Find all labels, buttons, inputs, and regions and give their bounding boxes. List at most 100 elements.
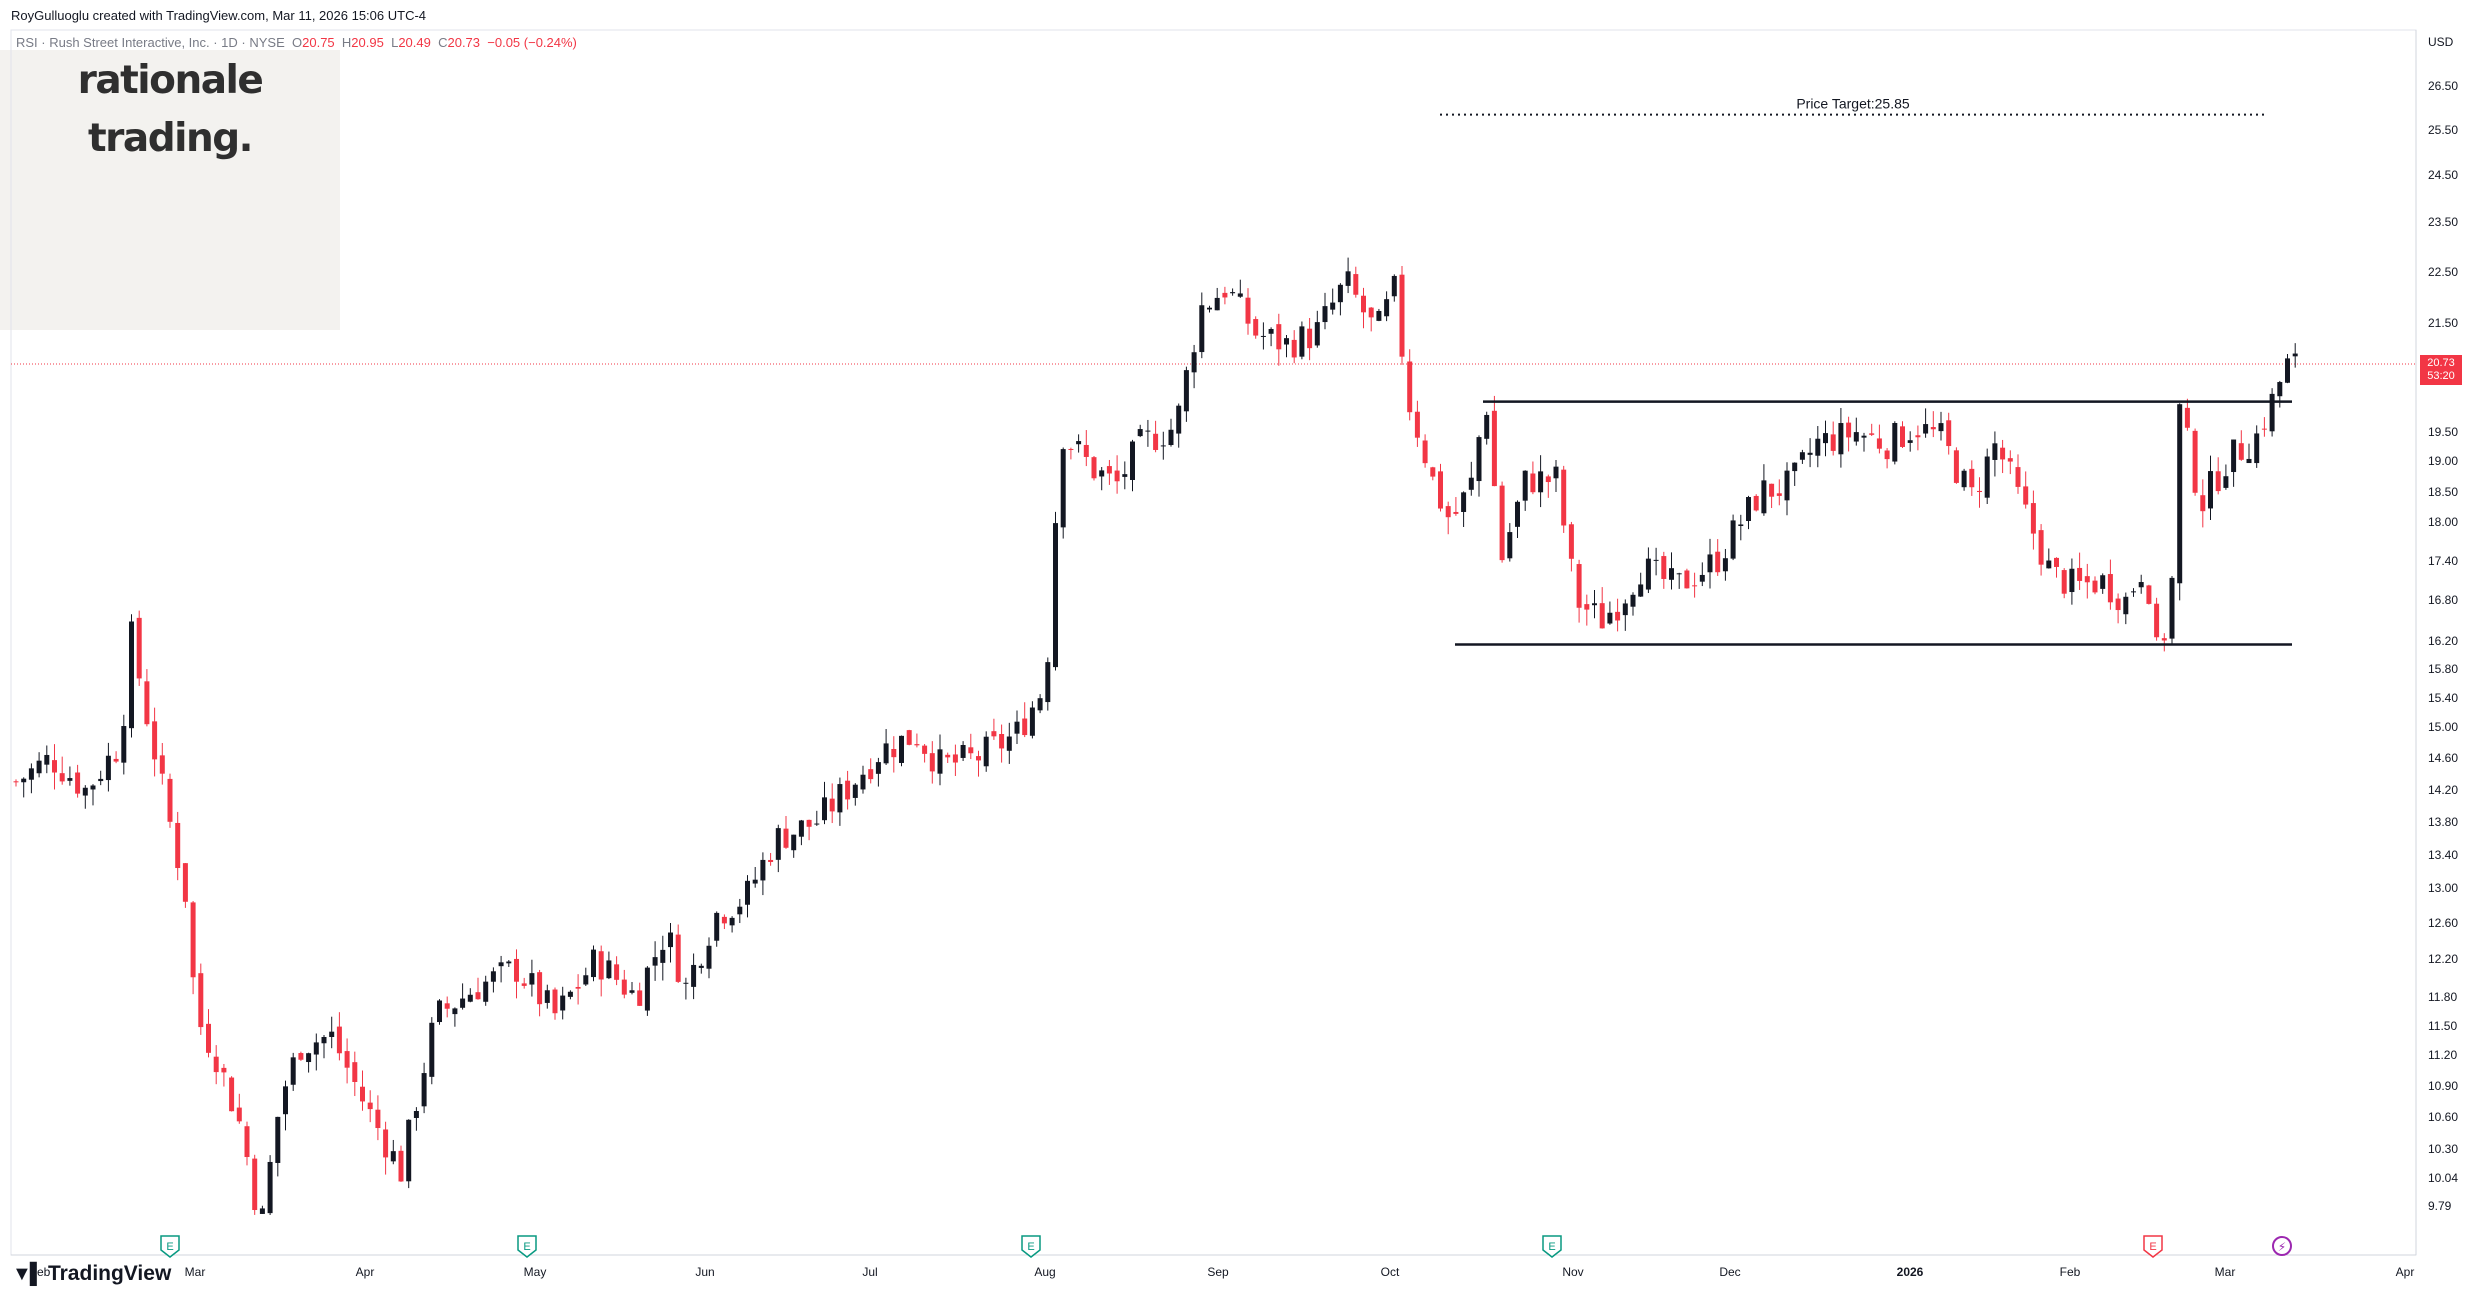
time-tick-label: May — [524, 1265, 547, 1279]
candle-body — [1230, 292, 1236, 294]
candle-body — [1207, 307, 1212, 310]
candle-body — [213, 1056, 219, 1073]
candle-body — [968, 747, 974, 754]
candle-body — [922, 745, 928, 754]
dividend-icon: ⚡ — [2278, 1240, 2286, 1254]
candle-body — [1838, 423, 1844, 455]
candle-body — [1353, 274, 1359, 295]
candle-body — [791, 834, 797, 851]
candle-body — [1799, 452, 1805, 460]
candle-body — [798, 820, 804, 837]
candle-body — [1361, 295, 1366, 313]
price-tick-label: 14.60 — [2428, 751, 2458, 765]
candle-body — [983, 736, 989, 767]
candle-body — [1137, 429, 1143, 437]
candle-body — [1961, 470, 1967, 488]
earnings-marker-icon[interactable]: E — [2143, 1235, 2163, 1258]
candle-body — [267, 1161, 273, 1214]
dividend-marker-icon[interactable]: ⚡ — [2272, 1236, 2292, 1256]
plot-frame — [10, 29, 2417, 1256]
candle-body — [1507, 532, 1513, 559]
candle-body — [629, 990, 635, 993]
candle-body — [1592, 603, 1597, 606]
candle-body — [275, 1116, 281, 1163]
candle-body — [1422, 440, 1428, 464]
price-tick-label: 16.80 — [2428, 593, 2458, 607]
price-tick-label: 15.40 — [2428, 691, 2458, 705]
candle-body — [1461, 492, 1467, 512]
candle-body — [1307, 328, 1313, 349]
candle-body — [329, 1031, 335, 1038]
price-axis[interactable]: 26.50 25.50 24.50 23.50 22.50 21.50 19.50 19.00… — [2428, 79, 2458, 1213]
candle-body — [1722, 558, 1728, 572]
candle-body — [814, 823, 820, 825]
candle-body — [2069, 568, 2075, 593]
price-tick-label: 10.90 — [2428, 1079, 2458, 1093]
candle-body — [283, 1086, 288, 1115]
candle-body — [413, 1111, 419, 1118]
candle-body — [2184, 407, 2190, 428]
candles — [13, 257, 2298, 1215]
candle-body — [1823, 433, 1828, 444]
candle-body — [75, 772, 81, 794]
candle-body — [614, 964, 620, 980]
candle-body — [1499, 485, 1505, 561]
candle-body — [945, 754, 951, 758]
candle-body — [1438, 471, 1443, 509]
price-tick-label: 14.20 — [2428, 783, 2458, 797]
earnings-marker-icon[interactable]: E — [160, 1235, 180, 1258]
last-price-badge: 20.73 53:20 — [2420, 355, 2462, 385]
time-axis[interactable]: Feb Mar Apr May Jun Jul Aug Sep Oct Nov Dec 2026 Feb… — [30, 1265, 2415, 1279]
candle-body — [175, 822, 181, 869]
time-tick-label: Feb — [2060, 1265, 2081, 1279]
candle-body — [521, 983, 527, 986]
earnings-marker-icon[interactable]: E — [1542, 1235, 1562, 1258]
candle-body — [2115, 598, 2121, 611]
candle-body — [1545, 476, 1551, 483]
candle-body — [21, 778, 27, 783]
earnings-marker-icon[interactable]: E — [1021, 1235, 1041, 1258]
price-tick-label: 25.50 — [2428, 123, 2458, 137]
candle-body — [490, 971, 496, 982]
candle-body — [2238, 443, 2244, 460]
candle-body — [606, 960, 612, 979]
candle-body — [852, 784, 858, 798]
candle-body — [1114, 470, 1120, 482]
symbol-name: RSI · Rush Street Interactive, Inc. · 1D… — [16, 35, 285, 50]
tradingview-logo[interactable]: ▼▌ TradingView — [12, 1262, 172, 1285]
candle-body — [914, 744, 920, 746]
time-tick-label: Apr — [356, 1265, 375, 1279]
candle-body — [2254, 433, 2260, 464]
candle-body — [845, 780, 851, 800]
candle-body — [644, 967, 650, 1011]
price-tick-label: 18.00 — [2428, 515, 2458, 529]
candle-body — [82, 787, 88, 796]
price-tick-label: 26.50 — [2428, 79, 2458, 93]
earnings-marker-icon[interactable]: E — [517, 1235, 537, 1258]
candle-body — [1645, 558, 1651, 590]
candle-body — [691, 964, 697, 987]
candle-body — [36, 760, 42, 774]
candle-body — [1130, 441, 1135, 480]
currency-label: USD — [2428, 35, 2454, 49]
candle-body — [121, 726, 127, 763]
candle-body — [352, 1062, 358, 1082]
candle-body — [960, 745, 966, 758]
candle-body — [1445, 506, 1451, 518]
candle-body — [67, 778, 73, 781]
candle-body — [1699, 574, 1705, 582]
price-tick-label: 10.04 — [2428, 1171, 2458, 1185]
candle-body — [560, 995, 566, 1011]
event-markers[interactable]: E E E E E ⚡ — [160, 1235, 2292, 1258]
candle-body — [1068, 448, 1074, 450]
candle-body — [514, 958, 519, 982]
candle-body — [1630, 594, 1636, 607]
candle-body — [444, 1003, 450, 1009]
candle-body — [1707, 554, 1713, 573]
candle-body — [1953, 450, 1959, 483]
candle-body — [236, 1107, 242, 1122]
candle-body — [2246, 458, 2252, 464]
candle-body — [683, 982, 689, 984]
candle-body — [467, 994, 473, 1002]
